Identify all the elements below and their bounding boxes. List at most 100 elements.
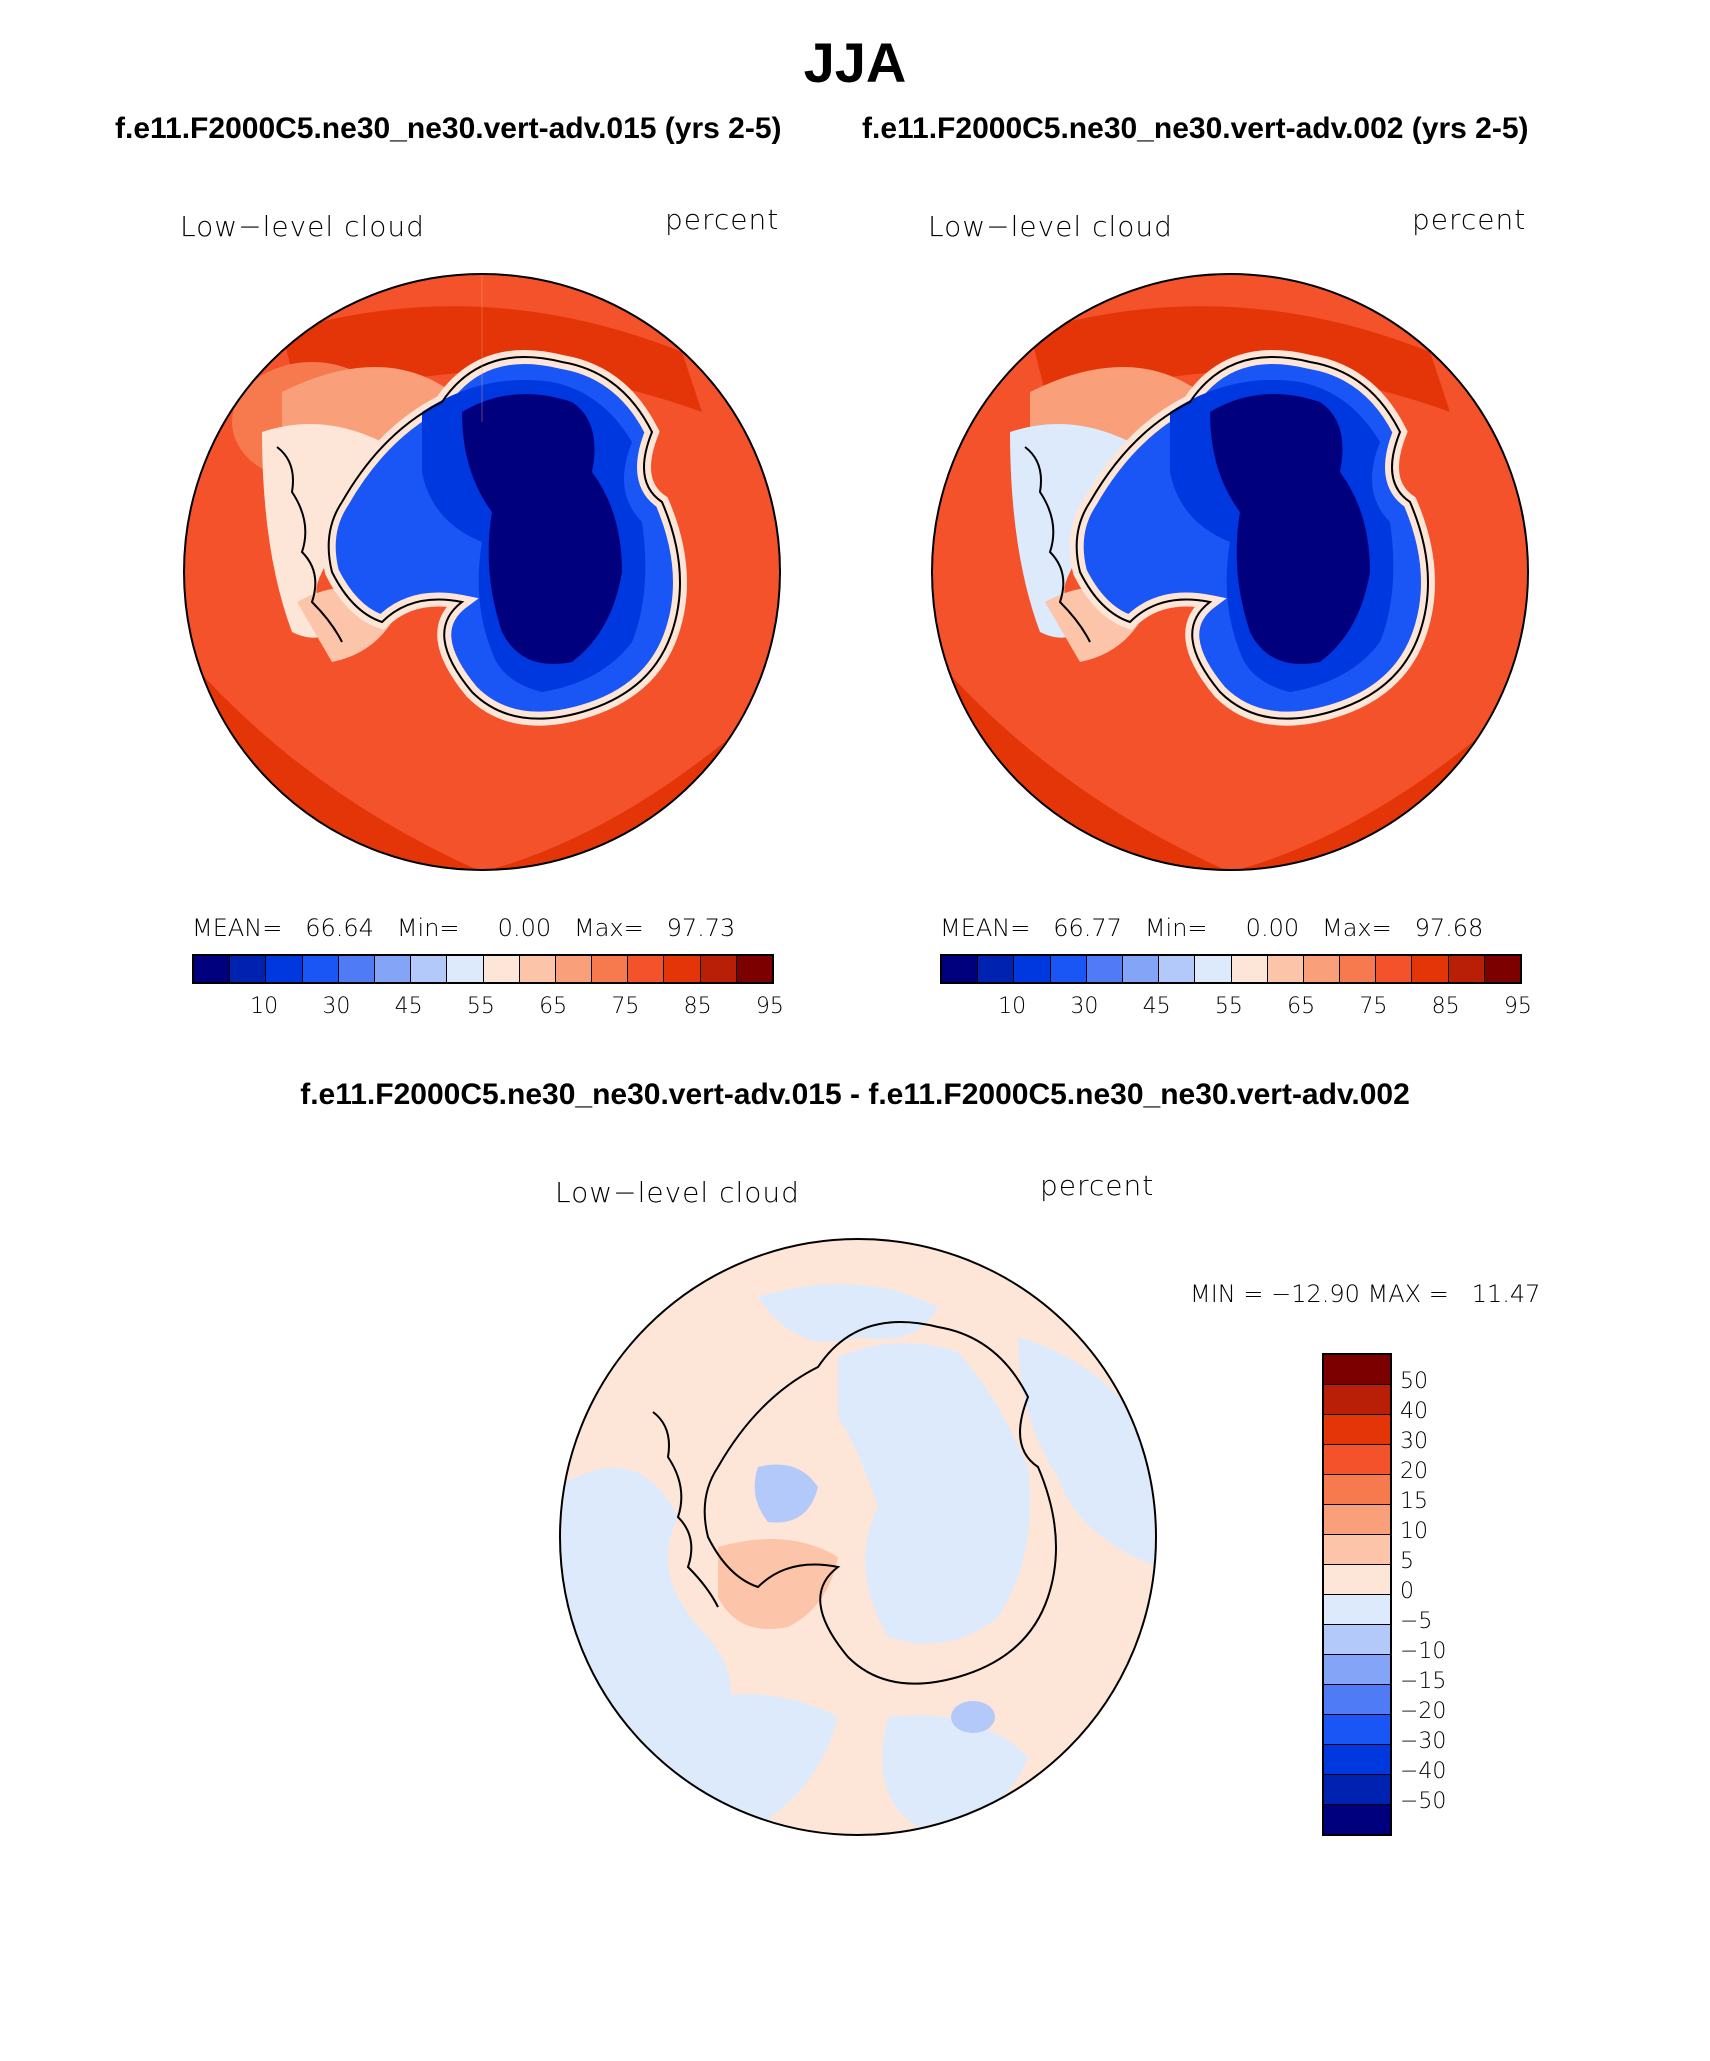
colorbar-cell — [1324, 1655, 1390, 1685]
colorbar-cell — [978, 956, 1015, 982]
colorbar-cell — [1324, 1685, 1390, 1715]
negative-diff-region — [882, 1715, 1028, 1827]
colorbar-tick-label: 15 — [1400, 1489, 1428, 1514]
colorbar-tick-label: 30 — [1400, 1429, 1428, 1454]
left-case-title: f.e11.F2000C5.ne30_ne30.vert-adv.015 (yr… — [115, 112, 782, 145]
colorbar-cell — [519, 956, 556, 982]
colorbar-cell — [942, 956, 979, 982]
difference-polar-map — [559, 1238, 1157, 1836]
right-case-title: f.e11.F2000C5.ne30_ne30.vert-adv.002 (yr… — [862, 112, 1529, 145]
colorbar-tick-label: −20 — [1400, 1699, 1447, 1724]
colorbar-tick-label: 30 — [322, 994, 351, 1019]
colorbar-cell — [1050, 956, 1087, 982]
colorbar-cell — [1324, 1565, 1390, 1595]
right-colorbar — [940, 954, 1522, 984]
colorbar-tick-label: 85 — [683, 994, 712, 1019]
colorbar-cell — [1324, 1415, 1390, 1445]
colorbar-tick-label: −10 — [1400, 1639, 1447, 1664]
map-boundary — [559, 1238, 1157, 1836]
antarctica-cloud-min — [1210, 394, 1370, 664]
colorbar-cell — [1324, 1445, 1390, 1475]
colorbar-tick-label: 45 — [394, 994, 423, 1019]
negative-diff-region — [838, 1343, 1030, 1644]
coastline — [703, 1321, 1057, 1685]
colorbar-tick-label: 0 — [1400, 1579, 1414, 1604]
colorbar-cell — [1122, 956, 1160, 982]
left-units-label: percent — [665, 203, 780, 236]
colorbar-cell — [1324, 1745, 1390, 1775]
negative-diff-strong — [754, 1464, 818, 1523]
colorbar-cell — [664, 956, 701, 982]
colorbar-cell — [1324, 1625, 1390, 1655]
diff-units-label: percent — [1040, 1169, 1155, 1202]
right-polar-map — [931, 273, 1529, 871]
colorbar-cell — [1412, 956, 1449, 982]
diff-min-max: MIN = −12.90 MAX = 11.47 — [1190, 1280, 1541, 1308]
negative-diff-strong — [951, 1701, 995, 1733]
colorbar-cell — [1484, 956, 1520, 982]
colorbar-cell — [555, 956, 593, 982]
colorbar-cell — [338, 956, 375, 982]
colorbar-cell — [628, 956, 665, 982]
colorbar-tick-label: 40 — [1400, 1399, 1428, 1424]
colorbar-cell — [374, 956, 412, 982]
right-stats: MEAN= 66.77 Min= 0.00 Max= 97.68 — [940, 914, 1484, 942]
colorbar-cell — [1324, 1385, 1390, 1415]
left-stats: MEAN= 66.64 Min= 0.00 Max= 97.73 — [192, 914, 736, 942]
colorbar-cell — [1324, 1775, 1390, 1805]
colorbar-tick-label: 10 — [250, 994, 279, 1019]
colorbar-cell — [230, 956, 267, 982]
colorbar-cell — [266, 956, 303, 982]
colorbar-tick-label: 65 — [1287, 994, 1316, 1019]
colorbar-tick-label: 95 — [755, 994, 784, 1019]
colorbar-cell — [1014, 956, 1051, 982]
colorbar-tick-label: 85 — [1431, 994, 1460, 1019]
colorbar-cell — [700, 956, 737, 982]
left-polar-map — [183, 273, 781, 871]
colorbar-cell — [1340, 956, 1377, 982]
colorbar-cell — [592, 956, 629, 982]
colorbar-cell — [302, 956, 339, 982]
colorbar-cell — [1448, 956, 1485, 982]
colorbar-tick-label: 50 — [1400, 1369, 1428, 1394]
negative-diff-region — [1018, 1337, 1156, 1567]
map-boundary — [183, 273, 781, 871]
colorbar-tick-label: 5 — [1400, 1549, 1414, 1574]
colorbar-tick-label: −15 — [1400, 1669, 1447, 1694]
colorbar-tick-label: −50 — [1400, 1789, 1447, 1814]
colorbar-cell — [411, 956, 448, 982]
peninsula-coastline — [276, 446, 343, 643]
colorbar-cell — [1159, 956, 1196, 982]
left-colorbar-ticks: 10 30 45 55 65 75 85 95 — [192, 994, 784, 1024]
colorbar-cell — [1303, 956, 1341, 982]
left-colorbar — [192, 954, 774, 984]
map-boundary — [931, 273, 1529, 871]
diff-variable-label: Low−level cloud — [555, 1176, 800, 1209]
colorbar-tick-label: 55 — [1214, 994, 1243, 1019]
colorbar-tick-label: 95 — [1503, 994, 1532, 1019]
left-variable-label: Low−level cloud — [180, 210, 425, 243]
colorbar-tick-label: 75 — [1359, 994, 1388, 1019]
colorbar-cell — [194, 956, 231, 982]
colorbar-tick-label: 20 — [1400, 1459, 1428, 1484]
colorbar-tick-label: −30 — [1400, 1729, 1447, 1754]
right-variable-label: Low−level cloud — [928, 210, 1173, 243]
colorbar-tick-label: −5 — [1400, 1609, 1433, 1634]
colorbar-cell — [736, 956, 772, 982]
colorbar-cell — [1324, 1595, 1390, 1625]
colorbar-tick-label: 10 — [1400, 1519, 1428, 1544]
coastline — [327, 356, 681, 720]
negative-diff-region — [758, 1284, 938, 1342]
colorbar-tick-label: 55 — [466, 994, 495, 1019]
main-title: JJA — [803, 31, 907, 94]
colorbar-cell — [1267, 956, 1304, 982]
colorbar-cell — [1231, 956, 1268, 982]
colorbar-cell — [1324, 1535, 1390, 1565]
diff-colorbar — [1322, 1353, 1392, 1836]
colorbar-tick-label: 75 — [611, 994, 640, 1019]
colorbar-cell — [1324, 1715, 1390, 1745]
difference-title: f.e11.F2000C5.ne30_ne30.vert-adv.015 - f… — [300, 1078, 1410, 1111]
peninsula-coastline — [1024, 446, 1091, 643]
colorbar-cell — [1324, 1475, 1390, 1505]
colorbar-tick-label: −40 — [1400, 1759, 1447, 1784]
